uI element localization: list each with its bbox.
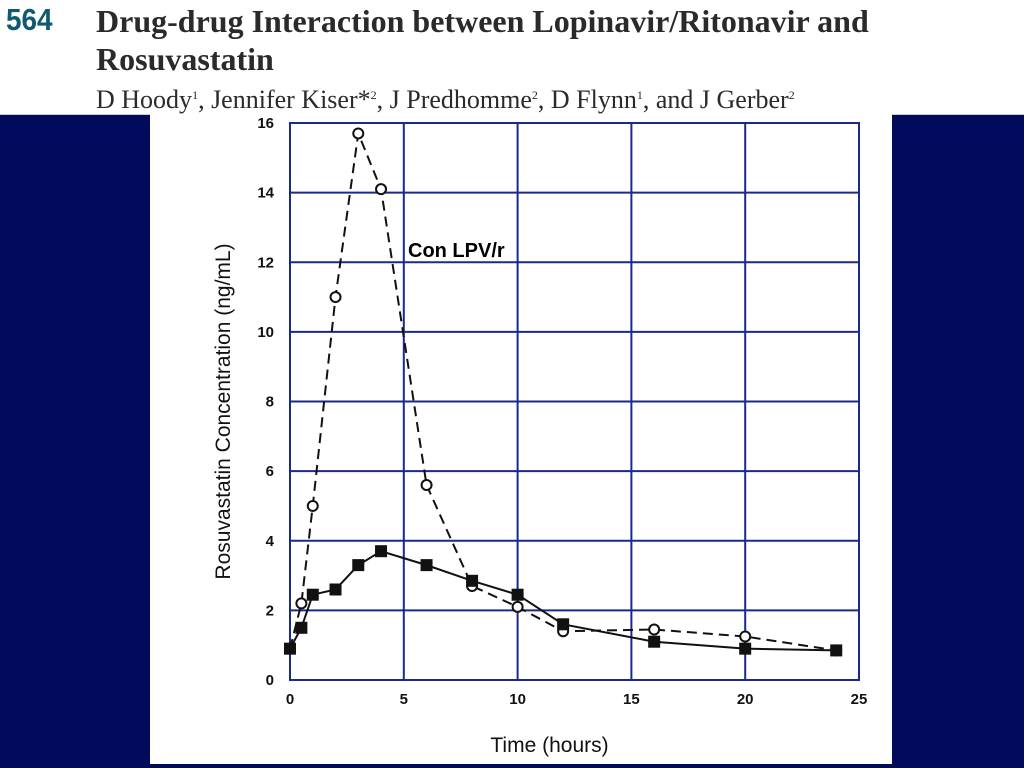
- y-tick-label: 14: [257, 185, 274, 202]
- author-separator: ,: [198, 85, 212, 114]
- x-tick-label: 25: [851, 691, 868, 708]
- y-tick-label: 4: [266, 533, 275, 550]
- series-1-point: [352, 127, 365, 140]
- author-separator: ,: [537, 85, 551, 114]
- series-2-point: [511, 588, 524, 601]
- series-2-point: [420, 559, 433, 572]
- series-2-point: [830, 644, 843, 657]
- author-affiliation: 1: [636, 88, 643, 102]
- x-axis-label: Time (hours): [490, 734, 608, 757]
- y-tick-label: 8: [266, 394, 274, 411]
- y-tick-label: 0: [266, 672, 274, 689]
- y-tick-label: 12: [257, 254, 274, 271]
- x-tick-label: 20: [737, 691, 754, 708]
- series-2-point: [352, 559, 365, 572]
- series-2-point: [306, 588, 319, 601]
- chart-panel: 0 5 10 15 20 25 0 2 4 6 8 10 12 14 16 Time (hours) Rosuv…: [150, 114, 892, 764]
- series-1-point: [306, 499, 319, 512]
- abstract-header: 564 Drug-drug Interaction between Lopina…: [0, 0, 1024, 115]
- author-name: J Predhomme: [389, 85, 532, 114]
- author-affiliation: 2: [531, 88, 538, 102]
- author-name: J Gerber: [699, 85, 789, 114]
- author-affiliation: 1: [192, 88, 199, 102]
- x-tick-label: 0: [286, 691, 294, 708]
- series-2-point: [648, 635, 661, 648]
- abstract-number: 564: [6, 2, 53, 37]
- series-2-point: [375, 545, 388, 558]
- author-affiliation: 2: [370, 88, 377, 102]
- author-separator: , and: [642, 85, 700, 114]
- series-2-point: [329, 583, 342, 596]
- author-name: D Hoody: [96, 85, 193, 114]
- y-tick-label: 6: [266, 463, 274, 480]
- y-axis-label: Rosuvastatin Concentration (ng/mL): [212, 243, 235, 579]
- author-name: Jennifer Kiser*: [211, 85, 371, 114]
- x-tick-label: 10: [509, 691, 526, 708]
- series-1-point: [420, 479, 433, 492]
- series-2-point: [295, 621, 308, 634]
- series-1-point: [648, 623, 661, 636]
- series-1-point: [375, 183, 388, 196]
- author-separator: ,: [376, 85, 390, 114]
- author-name: D Flynn: [550, 85, 637, 114]
- series-2-point: [466, 574, 479, 587]
- series-1-point: [739, 630, 752, 643]
- x-tick-label: 5: [400, 691, 408, 708]
- series-1-point: [511, 600, 524, 613]
- abstract-title: Drug-drug Interaction between Lopinavir/…: [96, 3, 869, 77]
- series-1-point: [295, 597, 308, 610]
- series-2-point: [284, 642, 296, 655]
- y-tick-label: 10: [257, 324, 274, 341]
- series-1-point: [329, 291, 342, 304]
- x-tick-label: 15: [623, 691, 640, 708]
- y-tick-label: 2: [266, 602, 274, 619]
- author-list: D Hoody1, Jennifer Kiser*2, J Predhomme2…: [96, 80, 795, 115]
- series-2-point: [739, 642, 752, 655]
- author-affiliation: 2: [788, 88, 795, 102]
- chart-annotation: Con LPV/r: [408, 240, 505, 262]
- y-tick-label: 16: [257, 115, 274, 132]
- series-2-point: [557, 618, 570, 631]
- concentration-time-chart: 0 5 10 15 20 25 0 2 4 6 8 10 12 14 16 Time (hours) Rosuv…: [212, 115, 868, 757]
